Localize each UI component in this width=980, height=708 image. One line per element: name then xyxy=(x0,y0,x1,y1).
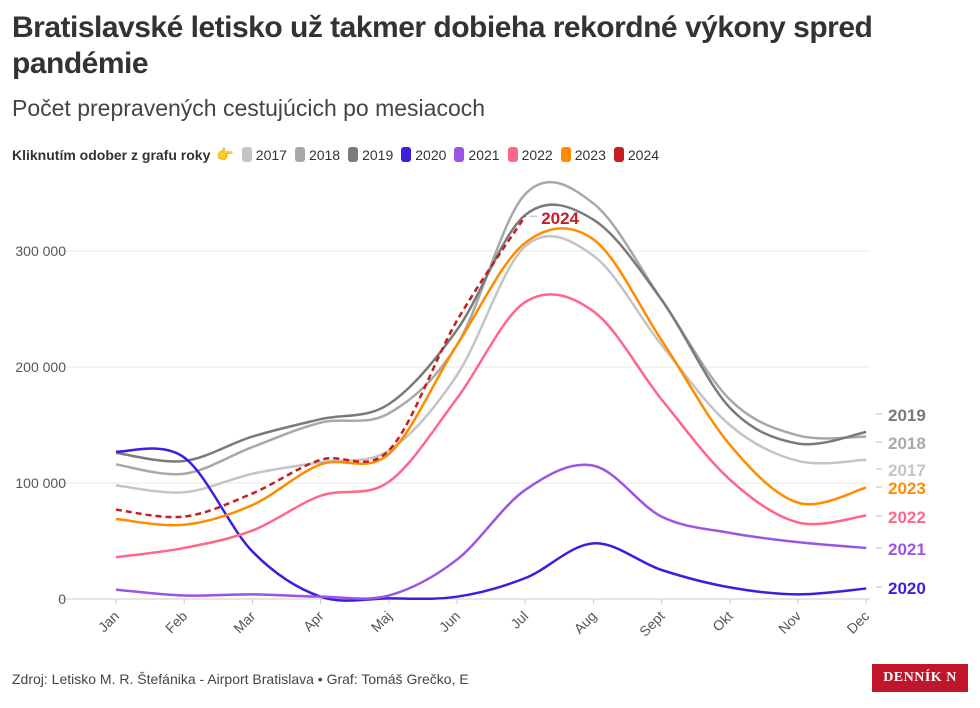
legend-item-2019[interactable]: 2019 xyxy=(348,147,393,163)
legend-label: 2019 xyxy=(362,146,394,163)
series-label-2020: 2020 xyxy=(888,579,926,598)
legend-label: 2018 xyxy=(308,146,341,163)
legend-lead: Kliknutím odober z grafu roky xyxy=(12,146,211,163)
series-line-2020[interactable] xyxy=(115,447,867,602)
legend-item-2024[interactable]: 2024 xyxy=(613,146,660,163)
legend-swatch xyxy=(241,147,252,162)
series-line-2018[interactable] xyxy=(115,180,867,476)
y-tick-label: 200 000 xyxy=(15,359,66,375)
series-line-2022[interactable] xyxy=(115,293,867,559)
legend-item-2018[interactable]: 2018 xyxy=(294,146,341,163)
x-tick-label: Mar xyxy=(230,608,259,637)
x-tick-label: Jan xyxy=(95,608,122,635)
legend: Kliknutím odober z grafu roky 👉 2017 2018… xyxy=(12,146,659,163)
x-tick-label: Maj xyxy=(368,608,395,635)
y-tick-label: 100 000 xyxy=(15,475,66,491)
legend-label: 2024 xyxy=(627,146,660,163)
chart-subtitle: Počet prepravených cestujúcich po mesiac… xyxy=(12,95,486,121)
x-tick-label: Jul xyxy=(507,608,531,632)
legend-swatch xyxy=(560,147,571,162)
series-line-2024[interactable] xyxy=(115,215,527,519)
legend-item-2020[interactable]: 2020 xyxy=(401,147,446,163)
legend-swatch xyxy=(454,147,465,162)
legend-item-2023[interactable]: 2023 xyxy=(560,146,606,163)
series-label-2024: 2024 xyxy=(541,209,579,228)
y-tick-label: 0 xyxy=(58,591,66,607)
legend-swatch xyxy=(294,147,305,162)
legend-label: 2023 xyxy=(574,146,606,163)
series-label-2022: 2022 xyxy=(888,508,926,527)
series-label-2021: 2021 xyxy=(888,540,926,559)
series-label-2023: 2023 xyxy=(888,479,926,498)
series-line-2023[interactable] xyxy=(115,227,867,527)
x-tick-label: Aug xyxy=(571,608,600,637)
legend-item-2022[interactable]: 2022 xyxy=(507,146,553,163)
legend-label: 2017 xyxy=(255,146,287,163)
legend-swatch xyxy=(401,147,412,162)
legend-label: 2022 xyxy=(521,146,553,163)
series-label-2018: 2018 xyxy=(888,434,926,453)
legend-swatch xyxy=(613,147,624,162)
x-tick-label: Sept xyxy=(636,608,668,640)
legend-label: 2021 xyxy=(468,146,500,163)
legend-swatch xyxy=(348,147,359,162)
series-line-2021[interactable] xyxy=(115,463,867,600)
source-footer: Zdroj: Letisko M. R. Štefánika - Airport… xyxy=(12,671,469,687)
series-line-2017[interactable] xyxy=(115,235,867,494)
x-tick-label: Dec xyxy=(843,608,872,637)
dennik-n-logo[interactable]: DENNÍK N xyxy=(872,664,968,692)
x-tick-label: Nov xyxy=(775,608,804,637)
x-tick-label: Feb xyxy=(162,608,191,637)
x-tick-label: Apr xyxy=(300,608,327,635)
pointing-hand-icon: 👉 xyxy=(216,146,234,162)
legend-swatch xyxy=(507,147,518,162)
x-tick-label: Jun xyxy=(436,608,463,635)
series-label-2017: 2017 xyxy=(888,461,926,480)
chart-title: Bratislavské letisko už takmer dobieha r… xyxy=(12,11,873,80)
x-tick-label: Okt xyxy=(709,608,736,635)
line-chart: 0 100 000 200 000 300 000 Jan Feb Mar Apr Maj Jun… xyxy=(15,180,926,640)
legend-item-2017[interactable]: 2017 xyxy=(241,146,287,163)
y-tick-label: 300 000 xyxy=(15,243,66,259)
series-line-2019[interactable] xyxy=(115,203,867,463)
series-label-2019: 2019 xyxy=(888,406,926,425)
legend-label: 2020 xyxy=(415,146,447,163)
legend-item-2021[interactable]: 2021 xyxy=(454,146,500,163)
